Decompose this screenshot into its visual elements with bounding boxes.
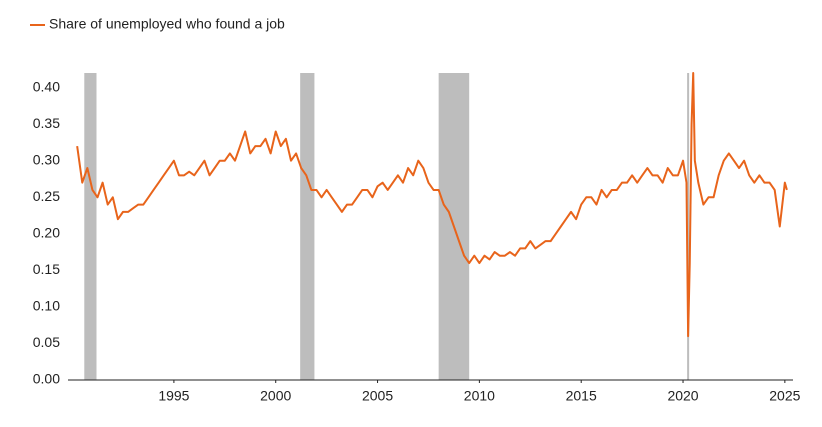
x-tick-label: 2010 (464, 388, 495, 404)
y-tick-label: 0.40 (33, 78, 60, 94)
y-tick-label: 0.10 (33, 298, 60, 314)
y-tick-label: 0.35 (33, 115, 60, 131)
y-tick-label: 0.05 (33, 334, 60, 350)
recession-band (300, 73, 315, 380)
x-tick-label: 2020 (667, 388, 698, 404)
x-tick-label: 2005 (362, 388, 393, 404)
x-tick-label: 1995 (158, 388, 189, 404)
y-tick-label: 0.15 (33, 261, 60, 277)
x-tick-label: 2000 (260, 388, 291, 404)
x-tick-label: 2015 (566, 388, 597, 404)
x-tick-label: 2025 (769, 388, 800, 404)
y-tick-label: 0.25 (33, 188, 60, 204)
y-tick-label: 0.20 (33, 225, 60, 241)
y-tick-label: 0.00 (33, 371, 60, 387)
legend-label: Share of unemployed who found a job (49, 16, 285, 32)
data-line (76, 72, 788, 338)
y-tick-label: 0.30 (33, 151, 60, 167)
recession-band (84, 73, 97, 380)
recession-band (687, 73, 690, 380)
